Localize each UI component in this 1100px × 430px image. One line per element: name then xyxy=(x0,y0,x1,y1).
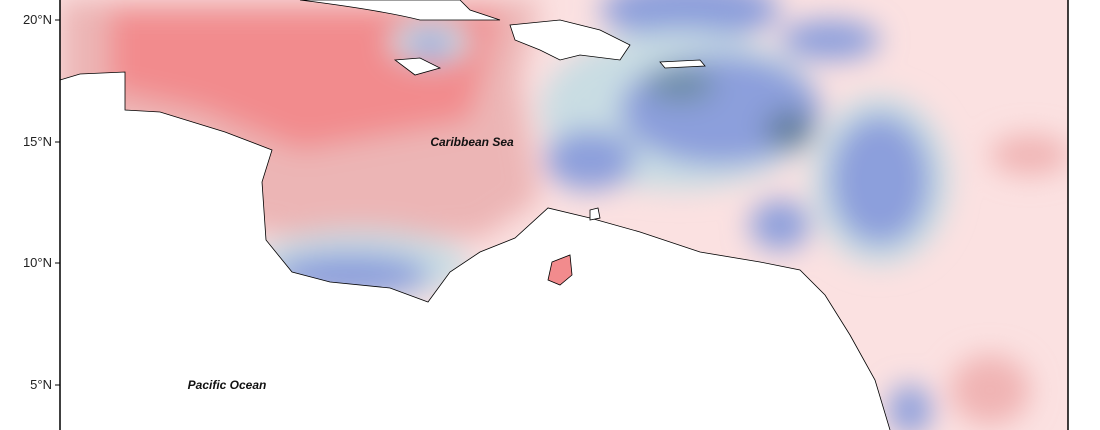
lat-label: 15°N xyxy=(23,134,52,149)
sea-label: Caribbean Sea xyxy=(430,135,514,149)
lat-label: 10°N xyxy=(23,255,52,270)
lat-label: 5°N xyxy=(30,377,52,392)
anomaly-field xyxy=(60,0,1068,430)
coastlines xyxy=(59,0,891,430)
ocean-label: Pacific Ocean xyxy=(188,378,267,392)
lat-label: 20°N xyxy=(23,12,52,27)
ticks xyxy=(55,19,60,386)
